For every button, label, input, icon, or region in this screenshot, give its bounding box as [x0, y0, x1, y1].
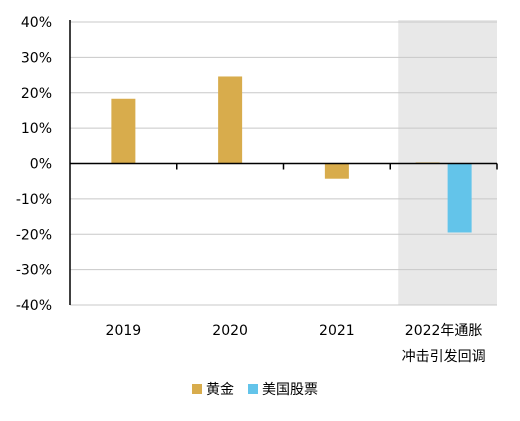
y-tick-label: -10% — [16, 192, 52, 208]
y-tick-label: 0% — [30, 157, 52, 173]
y-tick-label: 20% — [21, 86, 52, 102]
gridlines — [70, 21, 497, 306]
x-category-label: 冲击引发回调 — [402, 349, 486, 365]
y-axis-ticks: 40% 30% 20% 10% 0% -10% -20% -30% -40% — [16, 15, 52, 314]
legend: 黄金 美国股票 — [192, 381, 318, 398]
x-category-label: 2020 — [212, 323, 248, 339]
legend-label: 黄金 — [206, 381, 234, 398]
bar — [111, 98, 136, 164]
highlight-band — [398, 20, 497, 305]
x-axis-ticks — [176, 163, 498, 170]
legend-label: 美国股票 — [262, 382, 318, 398]
x-category-label: 2021 — [319, 323, 355, 339]
y-tick-label: 40% — [21, 15, 52, 31]
bar — [324, 163, 349, 179]
legend-swatch — [192, 384, 202, 394]
legend-swatch — [248, 384, 258, 394]
bar — [218, 76, 243, 164]
x-category-label: 2022年通胀 — [405, 323, 483, 339]
y-tick-label: -20% — [16, 227, 52, 243]
y-tick-label: 30% — [21, 50, 52, 66]
bar — [447, 163, 472, 233]
y-tick-label: -40% — [16, 298, 52, 314]
x-category-label: 2019 — [106, 323, 142, 339]
y-tick-label: -30% — [16, 263, 52, 279]
bars — [111, 76, 472, 233]
y-tick-label: 10% — [21, 121, 52, 137]
